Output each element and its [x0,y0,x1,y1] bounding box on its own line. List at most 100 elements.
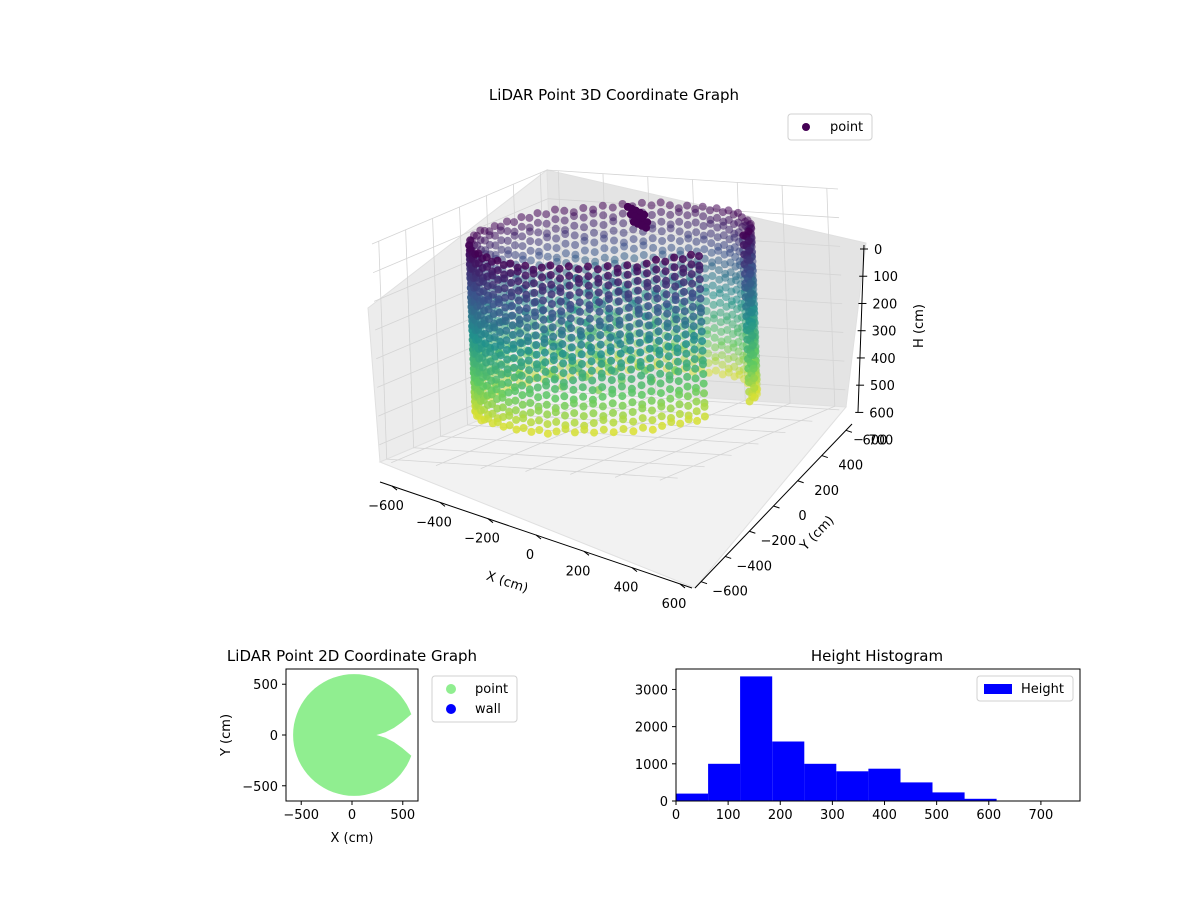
cloud-point [687,250,695,259]
cloud-point [599,425,608,434]
histogram-bars [676,676,1061,801]
x-tick-mark [679,583,686,589]
cloud-point [499,413,508,421]
cloud-point [647,387,656,396]
cloud-point [644,311,653,320]
cloud-point [609,408,617,417]
cloud-point [498,380,506,389]
cloud-point [577,350,586,359]
cloud-point [486,347,495,356]
cloud-point [745,246,754,255]
cloud-point [655,350,664,359]
cloud-point [490,323,499,332]
cloud-point [496,341,505,350]
cloud-point [547,300,556,308]
cloud-point [566,304,575,313]
chart-histogram: Height Histogram 0 100 200 300 400 500 600 7000… [635,647,1081,823]
z-tick-label: 0 [874,243,882,258]
cloud-point [654,327,663,336]
cloud-point [605,314,614,323]
z-tick-label: 400 [871,352,896,367]
cloud-point [699,212,708,221]
cloud-point [558,349,567,358]
chart-2d-title: LiDAR Point 2D Coordinate Graph [227,647,477,665]
cloud-point [628,388,636,397]
cloud-point [635,319,644,328]
cloud-point [606,347,615,356]
cloud-point [504,250,513,259]
cloud-point [522,294,531,303]
cloud-point [696,294,705,303]
cloud-point [571,241,580,249]
cloud-point [538,286,547,295]
cloud-point [603,262,612,271]
cloud-point [675,390,684,399]
cloud-point [497,360,506,369]
cloud-point [666,385,674,394]
cloud-point [699,370,708,378]
cloud-point [589,219,598,228]
y-tick-label: 200 [814,484,839,499]
legend-wall-marker-2d [446,704,456,714]
cloud-point [577,360,586,368]
cloud-point [561,249,570,258]
cloud-point [580,236,589,245]
cloud-point [616,330,624,339]
cloud-point [598,383,607,392]
cloud-point [670,253,679,262]
cloud-point [551,385,559,393]
cloud-point [516,329,525,338]
cloud-point [514,277,523,286]
cloud-point [569,385,578,394]
cloud-point [727,287,736,296]
cloud-point [706,219,715,228]
y-tick-label-2d: 0 [270,729,278,744]
cloud-point [551,394,560,403]
cloud-point [575,298,584,307]
cloud-point [519,255,527,264]
cloud-point [517,371,526,380]
cloud-point [681,320,690,329]
cloud-point [569,376,577,385]
cloud-point [555,264,564,273]
cloud-point [590,248,599,257]
cloud-point [683,392,692,401]
legend-3d-box [787,113,873,141]
cloud-point [532,350,541,359]
cloud-point [507,278,516,287]
cloud-point [579,392,588,401]
cloud-point [624,303,633,312]
cloud-point [666,394,675,403]
cloud-point [639,423,647,432]
cloud-point [724,354,733,363]
cloud-point [689,312,698,321]
legend-point-marker-2d [446,684,456,694]
cloud-point [567,333,576,342]
cloud-point [688,293,697,302]
cloud-point [496,351,505,360]
cloud-point [658,421,667,430]
chart-2d: LiDAR Point 2D Coordinate Graph −500 0 500… [219,647,518,846]
cloud-point [680,287,688,296]
cloud-point [518,242,527,251]
grid-y-6 [539,172,840,411]
legend-2d: point wall [431,675,518,723]
cloud-point [655,336,663,345]
cloud-point [667,418,676,426]
cloud-point [695,252,703,261]
cloud-point [717,327,726,336]
x-tick-mark [535,534,542,540]
cloud-point [483,262,492,271]
grid-x-5 [614,185,791,478]
cloud-point [711,357,720,365]
x-tick-label-hist: 100 [716,808,741,823]
cloud-point [626,346,635,355]
cloud-point [649,243,658,252]
cloud-point [637,390,646,399]
cloud-point [503,227,512,236]
cloud-point [718,360,727,369]
cloud-point [620,242,629,251]
cloud-point [493,266,502,275]
cloud-point [653,284,661,293]
cloud-point [722,316,731,325]
